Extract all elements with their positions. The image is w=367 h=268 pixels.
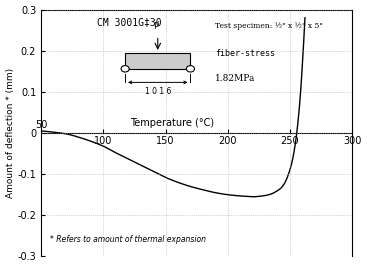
Bar bbox=[125, 53, 190, 69]
Text: * Refers to amount of thermal expansion: * Refers to amount of thermal expansion bbox=[50, 235, 206, 244]
Text: P: P bbox=[153, 21, 159, 31]
Text: 50: 50 bbox=[35, 120, 47, 130]
Text: 1.82MPa: 1.82MPa bbox=[215, 74, 256, 83]
Circle shape bbox=[121, 66, 129, 72]
Text: Test specimen: ½" x ½" x 5": Test specimen: ½" x ½" x 5" bbox=[215, 22, 323, 30]
Circle shape bbox=[186, 66, 195, 72]
Text: Temperature (°C): Temperature (°C) bbox=[130, 118, 214, 128]
Text: CM 3001G‡30: CM 3001G‡30 bbox=[97, 17, 162, 27]
Y-axis label: Amount of deflection * (mm): Amount of deflection * (mm) bbox=[6, 68, 15, 198]
Text: 1 0 1 6: 1 0 1 6 bbox=[145, 87, 171, 96]
Text: fiber-stress: fiber-stress bbox=[215, 49, 275, 58]
